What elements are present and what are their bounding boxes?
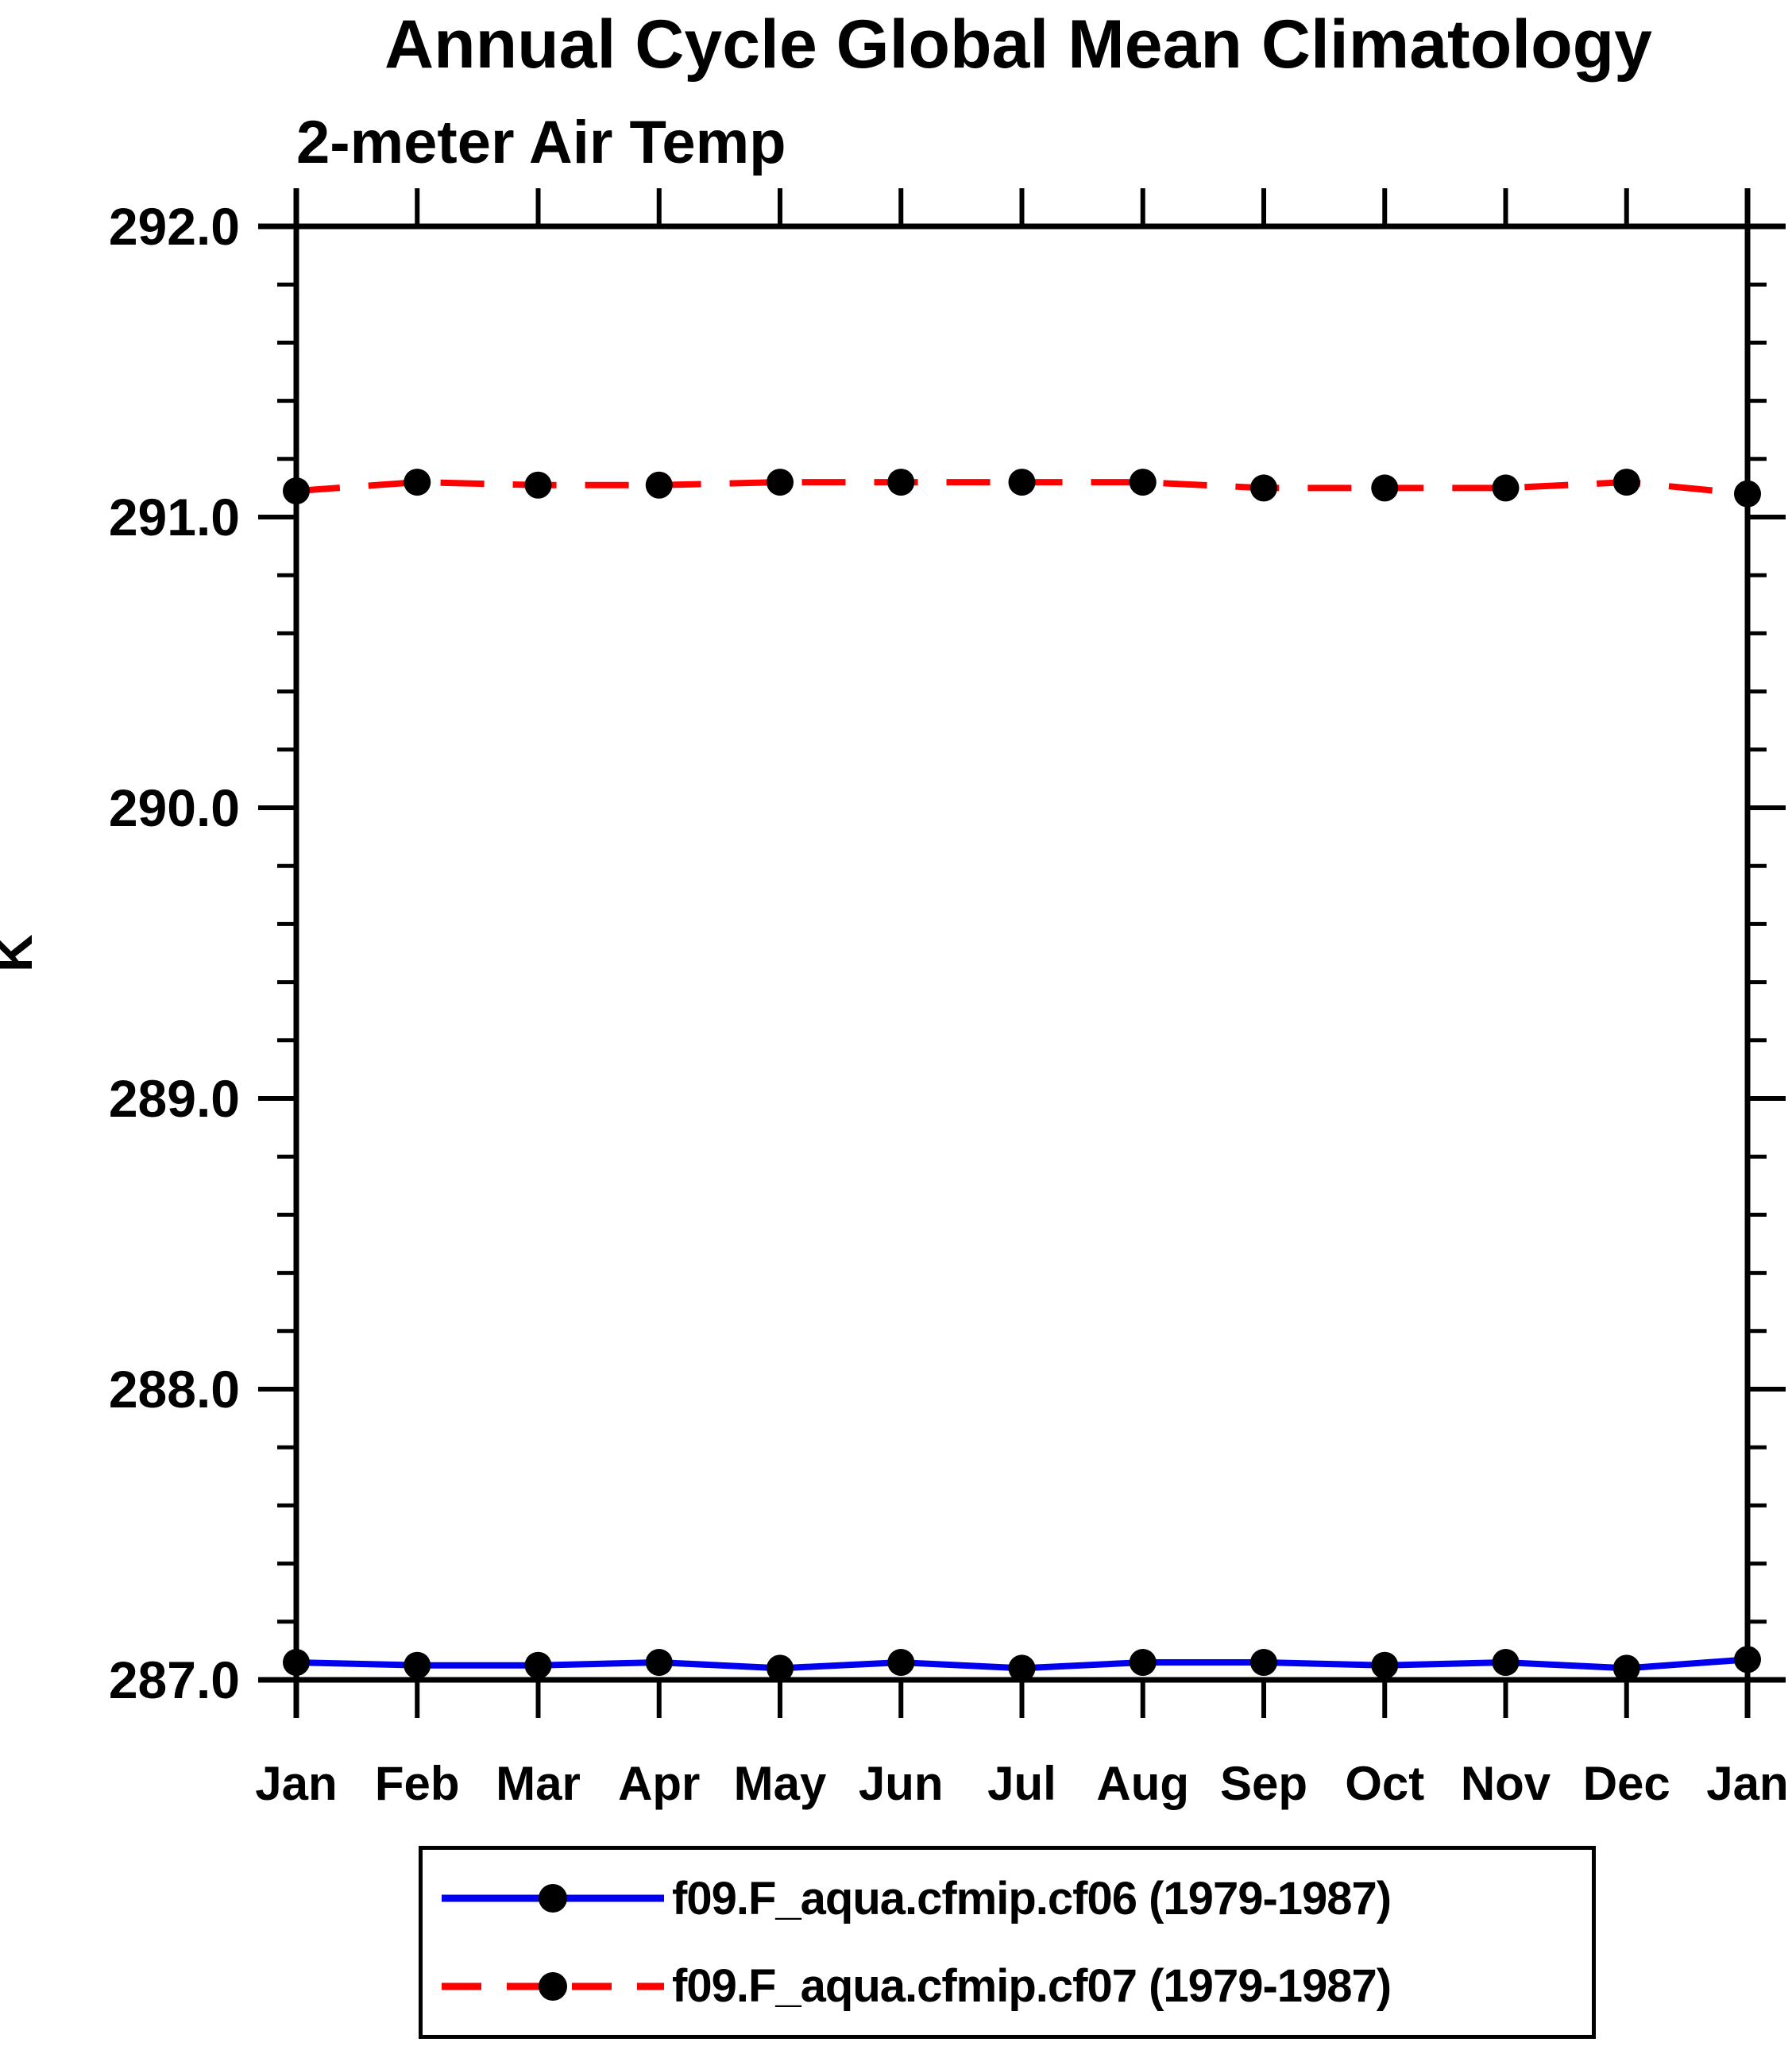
series-marker-cf07	[767, 469, 794, 496]
series-marker-cf07	[524, 471, 552, 499]
x-axis-tick-label: Sep	[1220, 1757, 1307, 1810]
series-marker-cf06	[404, 1651, 431, 1679]
series-marker-cf07	[404, 469, 431, 496]
x-axis-tick-label: Nov	[1461, 1757, 1551, 1810]
y-axis-tick-label: 289.0	[109, 1069, 240, 1128]
y-axis-tick-label: 288.0	[109, 1360, 240, 1419]
series-marker-cf07	[283, 477, 310, 505]
series-marker-cf07	[1371, 474, 1399, 502]
series-marker-cf06	[767, 1654, 794, 1682]
x-axis-tick-label: Jan	[255, 1757, 337, 1810]
legend-item-cf07: f09.F_aqua.cfmip.cf07 (1979-1987)	[434, 1959, 1592, 2014]
x-axis-tick-label: Aug	[1096, 1757, 1189, 1810]
x-axis-tick-label: Jan	[1706, 1757, 1788, 1810]
series-marker-cf06	[1129, 1649, 1157, 1677]
axes-group: 287.0 288.0 289.0 290.0 291.0 292.0 Jan Feb Mar A…	[109, 188, 1789, 1810]
y-axis-tick-label: 290.0	[109, 778, 240, 837]
series-marker-cf06	[1492, 1649, 1520, 1677]
series-marker-cf06	[645, 1649, 673, 1677]
y-axis-tick-label: 291.0	[109, 488, 240, 546]
chart-subtitle: 2-meter Air Temp	[296, 109, 786, 176]
x-axis-tick-label: Mar	[496, 1757, 581, 1810]
series-marker-cf07	[1734, 480, 1761, 508]
legend-sample-solid-line	[442, 1884, 664, 1913]
series-group	[283, 469, 1761, 1682]
legend: f09.F_aqua.cfmip.cf06 (1979-1987) f09.F_…	[419, 1846, 1596, 2039]
series-marker-cf06	[1371, 1651, 1399, 1679]
series-marker-cf07	[1612, 469, 1640, 496]
y-axis-tick-label: 287.0	[109, 1650, 240, 1709]
legend-sample-dashed-line	[442, 1971, 664, 2001]
legend-label-cf07: f09.F_aqua.cfmip.cf07 (1979-1987)	[672, 1960, 1392, 2013]
series-marker-cf07	[1492, 474, 1520, 502]
legend-marker-dot-cf06	[539, 1884, 567, 1913]
legend-label-cf06: f09.F_aqua.cfmip.cf06 (1979-1987)	[672, 1872, 1392, 1924]
y-axis-title: K	[0, 934, 43, 972]
x-axis-tick-label: Oct	[1345, 1757, 1424, 1810]
x-axis-tick-label: Dec	[1583, 1757, 1670, 1810]
x-axis-tick-label: Apr	[618, 1757, 700, 1810]
series-marker-cf06	[1612, 1654, 1640, 1682]
x-axis-tick-label: Jun	[859, 1757, 944, 1810]
series-marker-cf06	[1250, 1649, 1277, 1677]
series-marker-cf07	[1008, 469, 1036, 496]
series-marker-cf07	[1250, 474, 1277, 502]
series-marker-cf06	[1734, 1646, 1761, 1673]
series-marker-cf06	[887, 1649, 915, 1677]
x-axis-tick-label: Jul	[987, 1757, 1056, 1810]
series-marker-cf06	[283, 1649, 310, 1677]
x-axis-tick-label: Feb	[375, 1757, 460, 1810]
series-marker-cf07	[1129, 469, 1157, 496]
series-marker-cf06	[524, 1651, 552, 1679]
legend-marker-dot-cf07	[539, 1971, 567, 2001]
y-axis-tick-label: 292.0	[109, 197, 240, 256]
chart-title: Annual Cycle Global Mean Climatology	[384, 6, 1652, 83]
series-marker-cf07	[645, 471, 673, 499]
x-axis-tick-label: May	[734, 1757, 827, 1810]
series-marker-cf07	[887, 469, 915, 496]
legend-item-cf06: f09.F_aqua.cfmip.cf06 (1979-1987)	[434, 1870, 1592, 1926]
series-marker-cf06	[1008, 1654, 1036, 1682]
